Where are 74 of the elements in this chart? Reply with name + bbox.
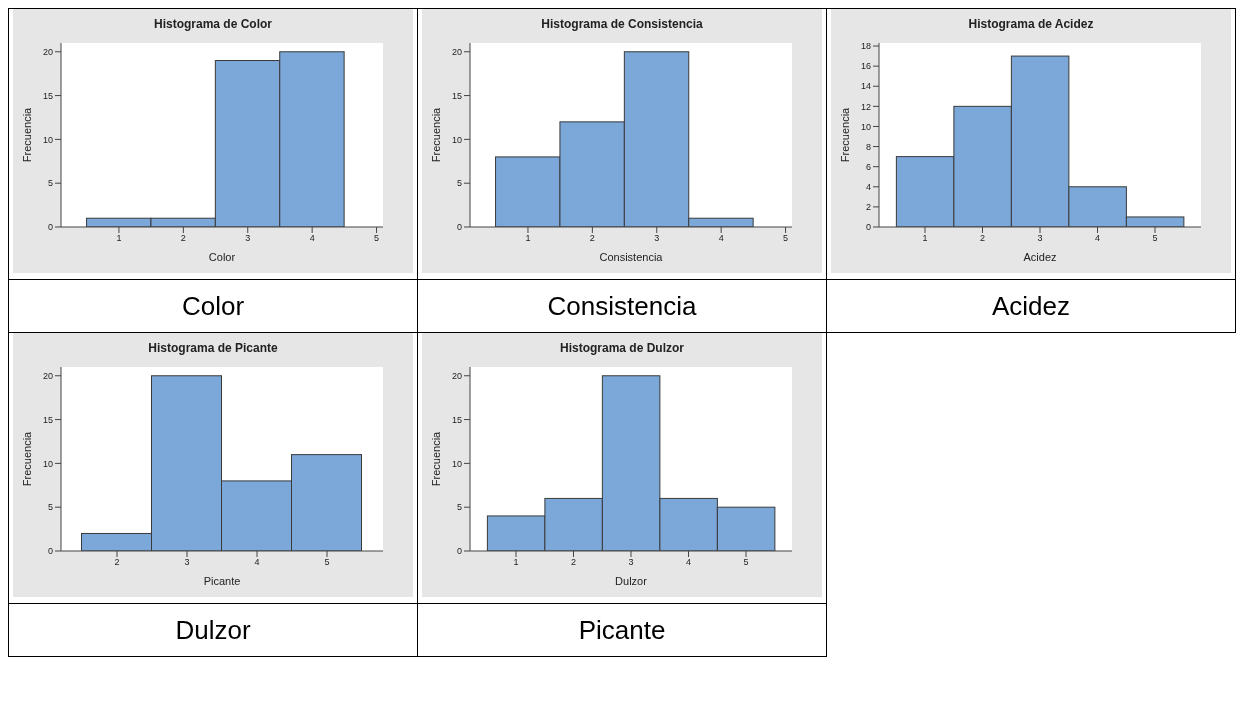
y-tick-label: 14 bbox=[860, 81, 871, 92]
x-tick-label: 3 bbox=[628, 557, 634, 568]
x-tick-label: 1 bbox=[513, 557, 519, 568]
chart-title: Histograma de Picante bbox=[147, 341, 279, 355]
x-tick-label: 2 bbox=[979, 233, 986, 244]
x-tick-label: 1 bbox=[525, 233, 531, 244]
x-tick-label: 1 bbox=[922, 233, 928, 244]
y-tick-label: 5 bbox=[47, 178, 53, 189]
x-axis-title: Picante bbox=[203, 575, 241, 587]
y-axis-title: Frecuencia bbox=[20, 430, 33, 487]
x-tick-label: 4 bbox=[685, 557, 692, 568]
y-tick-label: 5 bbox=[47, 502, 53, 513]
y-tick-label: 15 bbox=[451, 90, 462, 101]
chart-title: Histograma de Dulzor bbox=[559, 341, 685, 355]
y-tick-label: 8 bbox=[865, 141, 871, 152]
y-tick-label: 0 bbox=[456, 222, 462, 233]
x-tick-label: 5 bbox=[374, 233, 380, 244]
x-tick-label: 3 bbox=[654, 233, 660, 244]
x-tick-label: 3 bbox=[1037, 233, 1043, 244]
y-tick-label: 10 bbox=[42, 134, 53, 145]
x-axis-title: Dulzor bbox=[615, 575, 648, 587]
chart-title: Histograma de Acidez bbox=[967, 17, 1095, 31]
y-tick-label: 20 bbox=[451, 370, 462, 381]
x-tick-label: 2 bbox=[570, 557, 577, 568]
x-tick-label: 4 bbox=[1094, 233, 1101, 244]
x-tick-label: 2 bbox=[114, 557, 120, 568]
y-tick-label: 18 bbox=[860, 41, 871, 52]
x-tick-label: 4 bbox=[254, 557, 260, 568]
y-tick-label: 12 bbox=[860, 101, 871, 112]
chart-title: Histograma de Consistencia bbox=[540, 17, 704, 31]
text: Consistencia bbox=[547, 290, 697, 321]
y-tick-label: 6 bbox=[865, 161, 871, 172]
y-tick-label: 10 bbox=[451, 458, 462, 469]
y-axis-title: Frecuencia bbox=[429, 430, 442, 487]
y-tick-label: 5 bbox=[456, 178, 462, 189]
x-tick-label: 5 bbox=[1152, 233, 1158, 244]
x-axis-title: Acidez bbox=[1023, 251, 1057, 263]
y-tick-label: 10 bbox=[860, 121, 871, 132]
y-tick-label: 2 bbox=[865, 202, 871, 213]
y-axis-title: Frecuencia bbox=[838, 106, 851, 163]
y-tick-label: 20 bbox=[42, 370, 53, 381]
y-tick-label: 20 bbox=[42, 46, 53, 57]
x-tick-label: 5 bbox=[324, 557, 330, 568]
chart-title: Histograma de Color bbox=[153, 17, 273, 31]
text: Dulzor bbox=[175, 614, 251, 645]
x-tick-label: 3 bbox=[184, 557, 190, 568]
y-tick-label: 4 bbox=[865, 181, 871, 192]
y-tick-label: 5 bbox=[456, 502, 462, 513]
x-tick-label: 3 bbox=[245, 233, 251, 244]
text: Picante bbox=[578, 614, 666, 645]
y-tick-label: 15 bbox=[42, 90, 53, 101]
x-axis-title: Consistencia bbox=[599, 251, 664, 263]
x-tick-label: 1 bbox=[116, 233, 122, 244]
y-axis-title: Frecuencia bbox=[20, 106, 33, 163]
x-tick-label: 5 bbox=[743, 557, 749, 568]
y-tick-label: 20 bbox=[451, 46, 462, 57]
y-tick-label: 10 bbox=[451, 134, 462, 145]
text: Acidez bbox=[991, 290, 1071, 321]
y-tick-label: 16 bbox=[860, 61, 871, 72]
y-tick-label: 15 bbox=[451, 414, 462, 425]
x-axis-title: Color bbox=[208, 251, 236, 263]
y-axis-title: Frecuencia bbox=[429, 106, 442, 163]
y-tick-label: 0 bbox=[47, 546, 53, 557]
x-tick-label: 2 bbox=[180, 233, 186, 244]
y-tick-label: 15 bbox=[42, 414, 53, 425]
x-tick-label: 4 bbox=[718, 233, 724, 244]
y-tick-label: 0 bbox=[47, 222, 53, 233]
y-tick-label: 0 bbox=[865, 222, 871, 233]
x-tick-label: 2 bbox=[589, 233, 595, 244]
x-tick-label: 4 bbox=[309, 233, 315, 244]
y-tick-label: 0 bbox=[456, 546, 462, 557]
y-tick-label: 10 bbox=[42, 458, 53, 469]
x-tick-label: 5 bbox=[783, 233, 789, 244]
text: Color bbox=[181, 290, 245, 321]
